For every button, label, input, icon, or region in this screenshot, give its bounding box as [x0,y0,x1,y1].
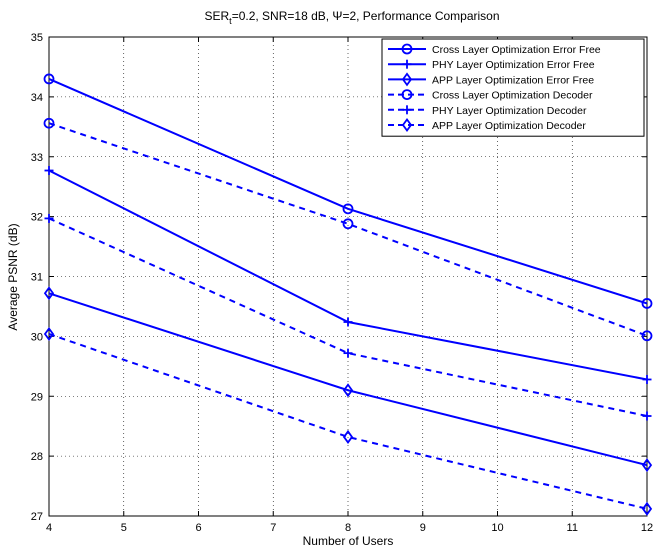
x-tick-label: 7 [270,522,276,534]
data-point [44,213,54,223]
data-point [43,326,55,342]
legend-item: Cross Layer Optimization Decoder [388,89,593,102]
legend-marker [401,43,413,55]
series-6 [43,326,653,516]
legend-marker [402,105,412,115]
data-point [641,330,653,342]
legend-item: PHY Layer Optimization Error Free [388,59,595,71]
x-tick-label: 10 [491,522,503,534]
y-axis-label: Average PSNR (dB) [6,223,20,330]
legend-item: APP Layer Optimization Error Free [388,72,594,87]
series-1 [43,73,653,309]
legend-label: APP Layer Optimization Decoder [432,120,586,132]
legend-marker [402,59,412,69]
legend-box [381,38,645,137]
x-tick-label: 5 [121,522,127,534]
data-point [641,501,653,516]
data-point [342,203,354,215]
series-line [48,77,648,305]
series-line [48,333,648,510]
legend: Cross Layer Optimization Error Free PHY L… [381,38,645,137]
legend-label: Cross Layer Optimization Decoder [432,90,593,102]
y-tick-label: 28 [31,451,43,463]
data-point [342,429,354,444]
x-tick-label: 9 [420,522,426,534]
chart-title: SERt=0.2, SNR=18 dB, Ψ=2, Performance Co… [204,9,499,26]
chart-title-subscript: t [229,16,232,26]
y-tick-label: 33 [31,152,43,164]
legend-label: PHY Layer Optimization Error Free [432,59,595,71]
series-layer [43,73,653,516]
x-tick-label: 8 [345,522,351,534]
legend-label: APP Layer Optimization Error Free [432,74,594,86]
data-point [642,374,652,384]
series-3 [43,286,653,473]
data-point [343,348,353,358]
data-point [44,166,54,176]
chart-title-suffix: =0.2, SNR=18 dB, Ψ=2, Performance Compar… [232,9,500,23]
x-tick-label: 4 [46,522,52,534]
x-tick-label: 12 [641,522,653,534]
series-line [48,217,648,417]
data-point [641,298,653,309]
legend-label: Cross Layer Optimization Error Free [432,44,601,56]
data-point [343,317,353,327]
data-point [43,117,55,129]
x-tick-label: 6 [195,522,201,534]
y-tick-label: 30 [31,331,43,343]
x-tick-label: 11 [567,522,578,534]
y-tick-label: 31 [31,272,43,284]
legend-marker [401,117,413,133]
legend-item: PHY Layer Optimization Decoder [388,105,587,117]
data-point [342,218,354,230]
axis-ticks: 4 5 6 7 8 9 10 11 12 27 28 29 30 31 32 33 34 35 [31,32,653,534]
series-5 [44,213,652,421]
x-axis-label: Number of Users [303,534,394,548]
legend-item: Cross Layer Optimization Error Free [388,43,601,56]
series-4 [43,117,653,342]
legend-marker [401,72,413,87]
y-tick-label: 32 [31,212,43,224]
data-point [641,458,653,473]
data-point [642,411,652,421]
legend-item: APP Layer Optimization Decoder [388,117,586,133]
series-line [48,292,648,467]
legend-marker [401,89,413,100]
legend-label: PHY Layer Optimization Decoder [432,105,587,117]
data-point [43,286,55,301]
y-tick-label: 29 [31,391,43,403]
y-tick-label: 35 [31,32,43,44]
data-point [43,73,55,85]
series-2 [44,166,652,384]
y-tick-label: 34 [31,92,43,104]
series-line [48,122,648,337]
chart-title-prefix: SER [204,9,229,23]
y-tick-label: 27 [31,511,43,523]
data-point [342,383,354,398]
